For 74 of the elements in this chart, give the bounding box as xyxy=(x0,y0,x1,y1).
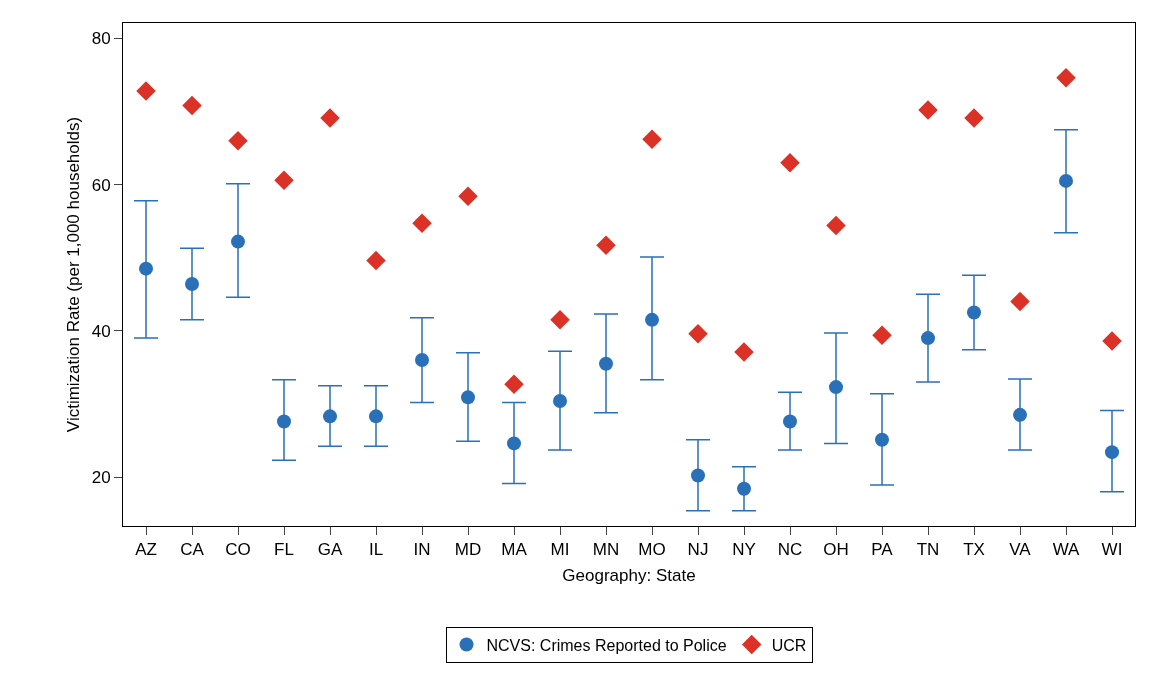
point xyxy=(1010,291,1030,312)
point xyxy=(228,130,248,151)
legend-label: NCVS: Crimes Reported to Police xyxy=(486,636,727,654)
x-tick-label: PA xyxy=(871,540,894,560)
x-tick-label: MN xyxy=(592,540,620,560)
point xyxy=(737,481,751,496)
point xyxy=(274,170,294,190)
legend-label: UCR xyxy=(771,636,807,654)
point xyxy=(921,331,935,346)
point xyxy=(1059,173,1073,188)
x-tick-label: MI xyxy=(550,540,570,560)
point xyxy=(1013,407,1027,422)
point xyxy=(507,436,521,451)
x-tick-label: AZ xyxy=(135,540,157,560)
x-tick-label: CA xyxy=(180,540,205,560)
y-tick-label: 20 xyxy=(91,467,111,487)
point xyxy=(1105,445,1119,460)
x-tick-label: GA xyxy=(317,540,343,560)
point xyxy=(688,323,708,344)
point xyxy=(645,312,659,327)
x-tick-label: WI xyxy=(1101,540,1123,560)
point xyxy=(734,342,754,362)
point xyxy=(553,393,567,408)
x-tick-label: WA xyxy=(1052,540,1081,560)
point xyxy=(964,108,984,128)
x-tick-label: VA xyxy=(1009,540,1032,560)
y-axis-title: Victimization Rate (per 1,000 households) xyxy=(64,116,83,433)
point xyxy=(918,100,938,120)
point xyxy=(412,213,432,234)
x-tick-label: TX xyxy=(963,540,985,560)
point xyxy=(1102,331,1122,351)
point xyxy=(458,186,478,207)
point xyxy=(783,414,797,429)
point xyxy=(875,432,889,447)
x-tick-label: CO xyxy=(225,540,251,560)
point xyxy=(139,261,153,276)
x-tick-label: OH xyxy=(823,540,849,560)
point xyxy=(323,409,337,424)
point xyxy=(599,356,613,371)
x-axis-title: Geography: State xyxy=(562,565,696,585)
point xyxy=(967,305,981,320)
x-tick-label: TN xyxy=(916,540,940,560)
point xyxy=(780,152,800,173)
point xyxy=(182,95,202,116)
point xyxy=(829,380,843,395)
point xyxy=(691,468,705,483)
point xyxy=(1056,68,1076,88)
x-tick-label: FL xyxy=(274,540,294,560)
x-tick-label: MA xyxy=(501,540,528,560)
y-tick-label: 40 xyxy=(91,321,111,341)
point xyxy=(415,353,429,368)
point xyxy=(596,235,616,256)
x-tick-label: MD xyxy=(454,540,482,560)
point xyxy=(185,277,199,291)
point xyxy=(366,250,386,271)
x-tick-label: NY xyxy=(732,540,756,560)
x-tick-label: IL xyxy=(368,540,384,560)
point xyxy=(320,108,340,128)
point xyxy=(826,215,846,236)
point xyxy=(277,414,291,429)
y-tick-label: 60 xyxy=(91,175,111,195)
point xyxy=(642,129,662,149)
x-tick-label: NC xyxy=(777,540,803,560)
point xyxy=(369,409,383,424)
point xyxy=(231,234,245,249)
x-tick-label: NJ xyxy=(687,540,709,560)
x-tick-label: IN xyxy=(413,540,431,560)
x-tick-label: MO xyxy=(638,540,666,560)
point xyxy=(504,374,524,394)
point xyxy=(136,81,156,101)
point xyxy=(872,325,892,345)
point xyxy=(550,310,570,330)
point xyxy=(461,390,475,405)
y-tick-label: 80 xyxy=(91,29,111,49)
